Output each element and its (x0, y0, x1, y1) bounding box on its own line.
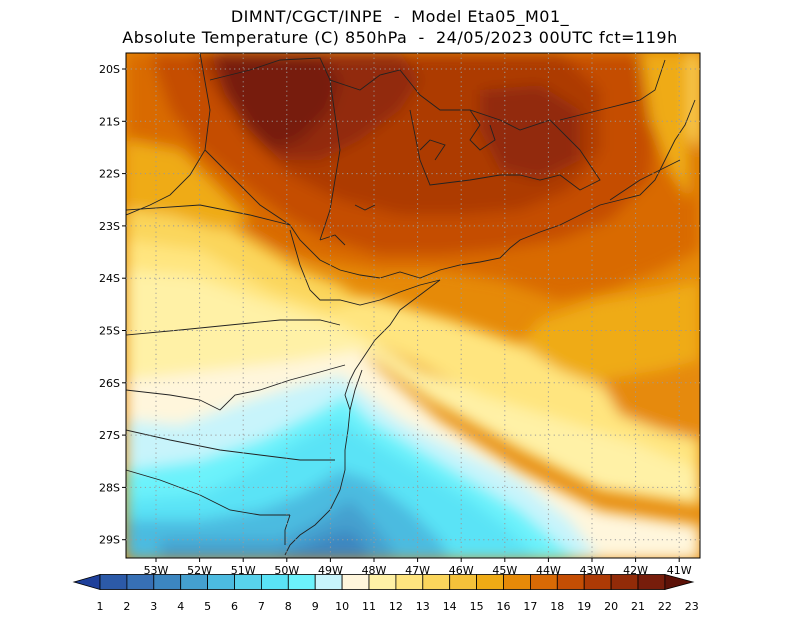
colorbar-label: 23 (685, 600, 699, 613)
lon-label: 48W (362, 564, 387, 577)
map-title-line1: DIMNT/CGCT/INPE - Model Eta05_M01_ (230, 7, 570, 26)
colorbar-label: 21 (631, 600, 645, 613)
lon-label: 52W (187, 564, 212, 577)
lat-label: 29S (99, 534, 120, 547)
colorbar-swatch (503, 574, 531, 590)
colorbar-swatch (476, 574, 504, 590)
colorbar-swatch (341, 574, 370, 590)
lat-label: 22S (99, 168, 120, 181)
colorbar-swatch (530, 574, 558, 590)
lon-label: 49W (318, 564, 343, 577)
colorbar-swatch (72, 573, 101, 591)
lat-label: 28S (99, 481, 120, 494)
political-boundaries (126, 53, 696, 556)
colorbar-swatch (556, 574, 585, 590)
lon-label: 47W (405, 564, 430, 577)
colorbar-label: 2 (123, 600, 130, 613)
colorbar-swatch (422, 574, 451, 590)
map-frame (125, 52, 701, 559)
colorbar-label: 8 (285, 600, 292, 613)
map-title-line2: Absolute Temperature (C) 850hPa - 24/05/… (122, 28, 678, 47)
colorbar-swatch (449, 574, 478, 590)
colorbar-swatch (583, 574, 612, 590)
lon-label: 50W (274, 564, 299, 577)
colorbar-swatch (395, 574, 424, 590)
colorbar-label: 17 (523, 600, 537, 613)
colorbar-label: 22 (658, 600, 672, 613)
colorbar-swatch (610, 574, 639, 590)
colorbar-swatch (180, 574, 208, 590)
lon-label: 45W (492, 564, 517, 577)
temperature-colorbar: 1 2 3 4 5 6 7 8 9 10 11 12 13 14 15 16 17 18 19 20 21 22 23 (72, 573, 699, 613)
colorbar-swatch (637, 574, 666, 590)
colorbar-label: 12 (389, 600, 403, 613)
lon-label: 42W (623, 564, 648, 577)
lat-label: 25S (99, 325, 120, 338)
colorbar-label: 10 (335, 600, 349, 613)
colorbar-swatch (126, 574, 155, 590)
colorbar-swatch (234, 574, 262, 590)
colorbar-label: 1 (97, 600, 104, 613)
longitude-labels: 53W 52W 51W 50W 49W 48W 47W 46W 45W 44W 43W 42W 41W (144, 558, 692, 577)
colorbar-swatch (287, 574, 316, 590)
colorbar-label: 15 (470, 600, 484, 613)
lon-label: 43W (580, 564, 605, 577)
lat-label: 26S (99, 377, 120, 390)
lon-label: 41W (667, 564, 692, 577)
colorbar-label: 16 (497, 600, 511, 613)
colorbar-label: 13 (416, 600, 430, 613)
latitude-labels: 20S 21S 22S 23S 24S 25S 26S 27S 28S 29S (99, 63, 126, 547)
colorbar-label: 4 (177, 600, 184, 613)
lon-label: 46W (449, 564, 474, 577)
lon-label: 53W (144, 564, 169, 577)
colorbar-swatch (153, 574, 182, 590)
colorbar-label: 5 (204, 600, 211, 613)
colorbar-label: 18 (550, 600, 564, 613)
lat-label: 23S (99, 220, 120, 233)
colorbar-label: 9 (312, 600, 319, 613)
lat-label: 21S (99, 115, 120, 128)
map-gridlines (126, 53, 700, 558)
colorbar-label: 3 (150, 600, 157, 613)
lon-label: 44W (536, 564, 561, 577)
lat-label: 20S (99, 63, 120, 76)
colorbar-label: 14 (443, 600, 457, 613)
colorbar-label: 20 (604, 600, 618, 613)
colorbar-swatch (260, 574, 289, 590)
lon-label: 51W (231, 564, 256, 577)
colorbar-label: 19 (577, 600, 591, 613)
temperature-field (126, 53, 700, 558)
lat-label: 24S (99, 272, 120, 285)
colorbar-label: 7 (258, 600, 265, 613)
colorbar-swatch (99, 574, 128, 590)
colorbar-swatch (314, 574, 343, 590)
colorbar-swatch (207, 574, 235, 590)
colorbar-label: 6 (231, 600, 238, 613)
colorbar-swatch (664, 573, 695, 591)
colorbar-label: 11 (362, 600, 376, 613)
lat-label: 27S (99, 429, 120, 442)
colorbar-swatch (368, 574, 397, 590)
